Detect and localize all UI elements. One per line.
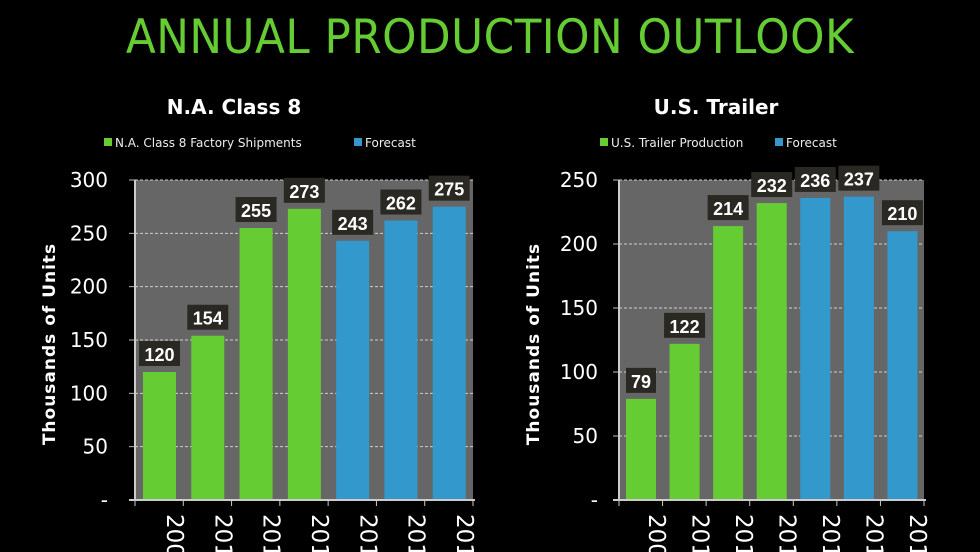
x-tick-label: 200 bbox=[161, 514, 187, 552]
y-tick-label: 200 bbox=[70, 275, 108, 299]
data-label-bg bbox=[380, 189, 422, 215]
data-label: 262 bbox=[386, 194, 416, 214]
x-tick-label: 201 bbox=[686, 514, 712, 552]
chart-title: N.A. Class 8 bbox=[167, 95, 301, 119]
data-label: 120 bbox=[144, 345, 174, 365]
data-label-bg bbox=[838, 165, 880, 191]
x-tick-label: 201 bbox=[904, 514, 930, 552]
page-title: ANNUAL PRODUCTION OUTLOOK bbox=[125, 10, 855, 65]
data-label-bg bbox=[283, 177, 325, 203]
x-tick-label: 201 bbox=[861, 514, 887, 552]
bar-actual bbox=[239, 228, 273, 500]
bar-forecast bbox=[432, 206, 466, 500]
legend-swatch-1 bbox=[775, 138, 783, 146]
bar-forecast bbox=[887, 231, 918, 500]
y-tick-label: 50 bbox=[573, 424, 598, 448]
data-label-bg bbox=[235, 197, 277, 222]
y-tick-label: - bbox=[101, 488, 108, 512]
data-label: 79 bbox=[631, 372, 651, 392]
bar-actual bbox=[191, 335, 225, 500]
y-tick-label: 100 bbox=[70, 381, 108, 405]
data-label: 210 bbox=[887, 204, 917, 224]
legend-label-1: Forecast bbox=[786, 136, 837, 150]
bar-actual bbox=[287, 208, 321, 501]
bar-actual bbox=[756, 203, 787, 501]
data-label-bg bbox=[707, 195, 749, 221]
legend-swatch-0 bbox=[600, 138, 608, 146]
data-label: 237 bbox=[844, 170, 874, 190]
x-tick-label: 201 bbox=[817, 514, 843, 552]
y-tick-label: 150 bbox=[560, 296, 598, 320]
x-tick-label: 201 bbox=[258, 514, 284, 552]
y-tick-label: 200 bbox=[560, 232, 598, 256]
bar-forecast bbox=[800, 197, 831, 501]
bar-forecast bbox=[843, 196, 874, 500]
legend-label-1: Forecast bbox=[365, 136, 416, 150]
legend-swatch-0 bbox=[104, 138, 112, 146]
data-label: 214 bbox=[713, 199, 743, 219]
data-label-bg bbox=[664, 312, 706, 338]
data-label: 122 bbox=[670, 317, 700, 337]
data-label: 236 bbox=[800, 171, 830, 191]
y-tick-label: 250 bbox=[70, 221, 108, 245]
legend-swatch-1 bbox=[354, 138, 362, 146]
chart-us-trailer: U.S. Trailer U.S. Trailer Production Forec… bbox=[524, 95, 930, 552]
x-tick-label: 201 bbox=[306, 514, 332, 552]
data-label-bg bbox=[794, 166, 836, 192]
x-tick-label: 201 bbox=[209, 514, 235, 552]
y-tick-label: - bbox=[591, 488, 598, 512]
data-label-bg bbox=[332, 209, 374, 235]
y-tick-label: 300 bbox=[70, 168, 108, 192]
bar-forecast bbox=[336, 240, 370, 501]
legend-label-0: U.S. Trailer Production bbox=[611, 136, 743, 150]
y-axis-label: Thousands of Units bbox=[524, 243, 544, 445]
x-tick-label: 201 bbox=[354, 514, 380, 552]
y-tick-label: 250 bbox=[560, 168, 598, 192]
y-axis-label: Thousands of Units bbox=[40, 243, 60, 445]
bar-actual bbox=[713, 226, 744, 500]
x-tick-label: 200 bbox=[643, 514, 669, 552]
x-tick-label: 201 bbox=[451, 514, 477, 552]
y-tick-label: 100 bbox=[560, 360, 598, 384]
data-label: 273 bbox=[289, 182, 319, 202]
data-label: 255 bbox=[241, 201, 271, 221]
data-label-bg bbox=[187, 304, 229, 330]
data-label-bg bbox=[626, 367, 656, 393]
bar-actual bbox=[669, 343, 700, 500]
data-label-bg bbox=[751, 172, 793, 198]
y-tick-label: 150 bbox=[70, 328, 108, 352]
chart-na-class8: N.A. Class 8 N.A. Class 8 Factory Shipmen… bbox=[40, 95, 477, 552]
y-tick-label: 50 bbox=[83, 435, 108, 459]
x-tick-label: 201 bbox=[403, 514, 429, 552]
data-label-bg bbox=[139, 341, 180, 366]
x-tick-label: 201 bbox=[774, 514, 800, 552]
x-tick-label: 201 bbox=[730, 514, 756, 552]
data-label: 243 bbox=[338, 214, 368, 234]
data-label: 232 bbox=[757, 176, 787, 196]
bar-forecast bbox=[384, 220, 418, 501]
data-label: 275 bbox=[434, 180, 464, 200]
legend-label-0: N.A. Class 8 Factory Shipments bbox=[115, 136, 302, 150]
bar-actual bbox=[143, 372, 176, 500]
chart-title: U.S. Trailer bbox=[654, 95, 779, 119]
data-label-bg bbox=[428, 175, 470, 201]
bar-actual bbox=[626, 398, 656, 500]
data-label-bg bbox=[881, 200, 923, 226]
data-label: 154 bbox=[193, 309, 223, 329]
